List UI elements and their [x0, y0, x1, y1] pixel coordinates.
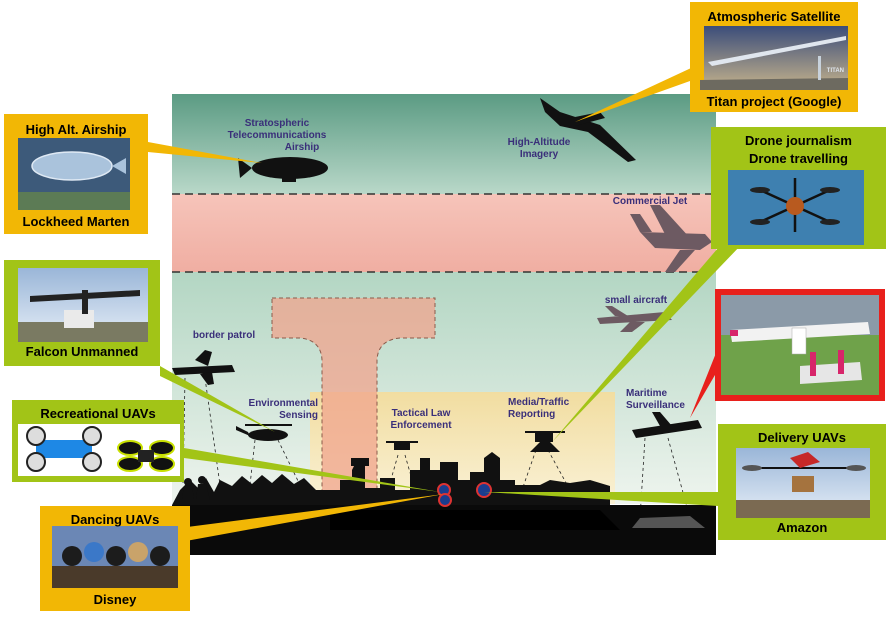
control-tower-icon [351, 458, 369, 492]
border-patrol-uav-icon [172, 350, 235, 385]
stratosphere-band [172, 94, 716, 194]
stratospheric-airship-label: Stratospheric Telecommunications Airship [227, 118, 327, 153]
atmospheric-satellite-subtitle: Titan project (Google) [706, 94, 842, 109]
minidrone-icon [26, 426, 102, 472]
small-aircraft-label: small aircraft [604, 295, 668, 306]
small-aircraft-icon [597, 306, 672, 332]
map-marker [438, 493, 452, 507]
dancing-uavs-title: Dancing UAVs [70, 512, 160, 527]
runners-icon [182, 476, 210, 500]
delivery-uavs-title: Delivery UAVs [758, 430, 846, 445]
airship-icon [238, 157, 328, 182]
tactical-law-label: Tactical Law Enforcement [390, 408, 452, 431]
environmental-sensing-label: Environmental Sensing [248, 398, 318, 421]
restricted-airspace [271, 297, 436, 505]
titan-logo: TITAN [826, 68, 844, 74]
media-traffic-label: Media/Traffic Reporting [508, 397, 570, 420]
callout-connectors [148, 62, 742, 545]
drone-journalism-text: Drone journalism Drone travelling [711, 127, 886, 249]
recreational-uavs-text: Recreational UAVs [12, 400, 184, 482]
atmospheric-satellite-text: Atmospheric Satellite TITAN Titan projec… [690, 2, 858, 112]
helicopter-icon [236, 424, 292, 441]
drone-travelling-title: Drone travelling [749, 151, 848, 166]
city-silhouette [172, 452, 610, 505]
map-marker [476, 482, 492, 498]
high-alt-airship-text: High Alt. Airship Lockheed Marten [4, 114, 148, 234]
dancing-uavs-text: Dancing UAVs Disney [40, 506, 190, 611]
drone-journalism-title: Drone journalism [745, 133, 852, 148]
commercial-jet-label: Commercial Jet [612, 196, 688, 207]
ar-drone-icon [117, 440, 175, 472]
delivery-uavs-subtitle: Amazon [776, 520, 828, 535]
commercial-jet-band [172, 194, 716, 272]
maritime-uav-icon [632, 412, 702, 438]
atmospheric-satellite-title: Atmospheric Satellite [707, 9, 841, 24]
tactical-uav-icon [386, 441, 418, 450]
high-alt-airship-subtitle: Lockheed Marten [22, 214, 130, 229]
dancing-uavs-subtitle: Disney [93, 592, 137, 607]
commercial-jet-icon [630, 205, 712, 272]
falcon-unmanned-subtitle: Falcon Unmanned [25, 344, 139, 359]
media-quadcopter-icon [525, 431, 565, 452]
high-altitude-imagery-label: High-Altitude Imagery [507, 137, 571, 160]
delivery-uavs-text: Delivery UAVs Amazon [718, 424, 886, 540]
recreational-uavs-title: Recreational UAVs [40, 406, 156, 421]
maritime-label: Maritime Surveillance [626, 388, 685, 411]
high-alt-airship-title: High Alt. Airship [25, 122, 127, 137]
border-patrol-label: border patrol [192, 330, 256, 341]
high-altitude-uav-icon [540, 98, 636, 162]
falcon-unmanned-text: Falcon Unmanned [4, 260, 160, 366]
